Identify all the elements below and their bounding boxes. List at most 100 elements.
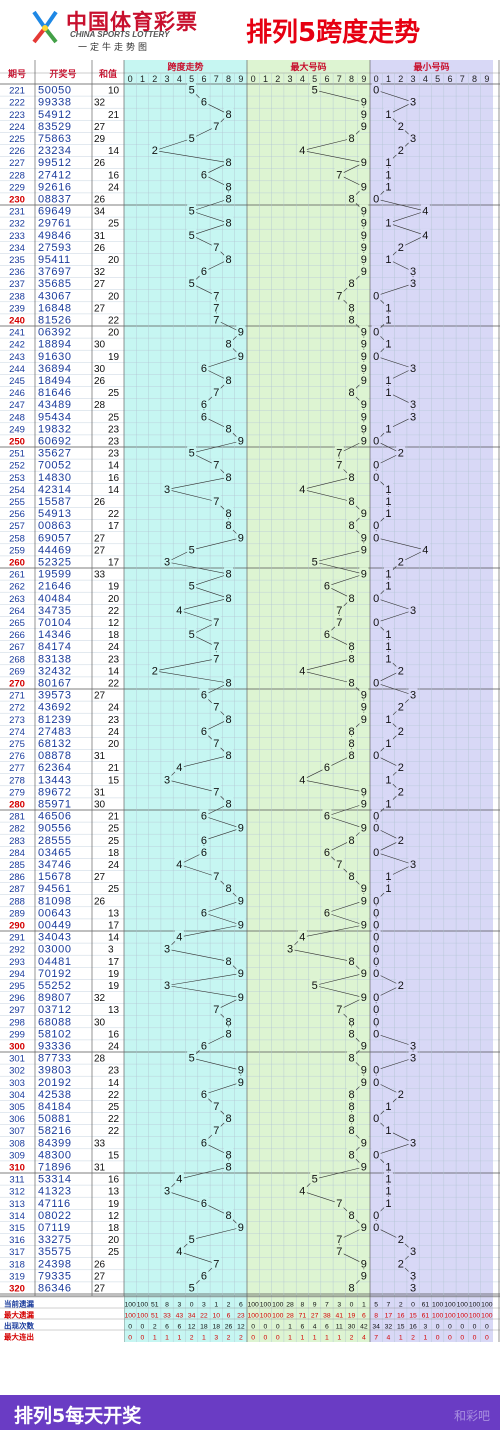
max-point-bg [359,712,369,724]
min-stat-value: 100 [469,1313,481,1320]
min-stat-value: 61 [422,1302,430,1309]
span-point-bg [236,531,246,543]
min-point-bg [408,277,418,289]
span-digit-header: 5 [189,74,194,84]
period-label: 277 [9,763,25,774]
min-trend-line [376,1033,414,1047]
max-trend-line [314,1166,364,1180]
sum-value: 27 [94,122,106,133]
span-point: 9 [238,1222,244,1234]
span-point: 8 [225,181,231,193]
max-point-bg [359,918,369,930]
draw-number: 13443 [38,774,72,786]
draw-number: 84399 [38,1137,72,1149]
min-point-bg [371,1148,381,1160]
min-point: 3 [410,411,416,423]
sum-value: 23 [108,1066,120,1077]
span-trend-line [191,198,229,212]
span-point: 6 [201,97,207,109]
span-point-bg [162,942,172,954]
max-point: 9 [361,97,367,109]
span-stat-value: 10 [212,1313,220,1320]
span-stat-value: 0 [141,1335,145,1342]
span-trend-line [191,440,241,454]
min-point-bg [371,458,381,470]
period-label: 315 [9,1223,25,1234]
span-point-bg [236,991,246,1003]
max-stat-value: 1 [325,1335,329,1342]
max-point-bg [347,132,357,143]
period-label: 304 [9,1090,25,1101]
span-point-bg [224,253,234,264]
span-point-bg [236,821,246,833]
draw-number: 15678 [38,871,72,883]
max-stat-value: 4 [313,1324,317,1331]
min-point: 0 [373,1065,379,1077]
max-trend-line [314,561,364,575]
max-point-bg [310,1172,320,1184]
span-point: 6 [201,1137,207,1149]
draw-number: 83138 [38,653,72,665]
min-stat-value: 5 [374,1302,378,1309]
max-point: 9 [361,883,367,895]
min-point: 2 [398,980,404,992]
min-stat-value: 0 [460,1335,464,1342]
max-point-bg [347,313,357,325]
max-point: 9 [361,786,367,798]
min-stat-value: 2 [411,1335,415,1342]
span-point-bg [187,132,197,143]
span-point-bg [236,1221,246,1232]
span-point-bg [199,1269,209,1281]
min-point: 1 [385,1198,391,1210]
draw-number: 03000 [38,944,72,956]
max-point-bg [359,797,369,809]
span-point-bg [236,434,246,446]
period-label: 266 [9,630,25,641]
max-point: 9 [361,327,367,339]
span-trend-line [191,573,229,587]
max-stat-value: 100 [272,1302,284,1309]
draw-number: 15587 [38,496,72,508]
span-trend-line [203,827,241,841]
min-point: 3 [410,266,416,278]
sum-value: 26 [94,243,106,254]
max-point: 8 [348,1125,354,1137]
max-point: 6 [324,762,330,774]
span-stat-value: 3 [177,1302,181,1309]
max-trend-line [302,779,364,793]
draw-number: 42538 [38,1089,72,1101]
span-trend-line [179,1251,217,1265]
draw-number: 00863 [38,520,72,532]
sum-value: 25 [108,388,120,399]
span-trend-line [166,948,229,962]
span-digit-header: 1 [140,74,145,84]
span-point-bg [174,1245,184,1257]
min-point: 1 [385,181,391,193]
sum-value: 21 [108,763,120,774]
min-stat-value: 61 [422,1313,430,1320]
draw-number: 34043 [38,932,72,944]
draw-number: 80167 [38,678,72,690]
max-stat-value: 1 [362,1302,366,1309]
draw-number: 40484 [38,593,72,605]
min-point-bg [396,555,406,567]
sum-value: 13 [108,908,120,919]
span-point: 8 [225,714,231,726]
max-point-bg [334,858,344,869]
sum-value: 24 [108,703,120,714]
sum-value: 14 [108,1078,120,1089]
min-point: 3 [410,399,416,411]
min-point-bg [383,374,393,385]
span-stat-value: 100 [124,1313,136,1320]
max-point-bg [359,1039,369,1051]
max-point: 8 [348,835,354,847]
max-point: 9 [361,109,367,121]
period-label: 233 [9,231,25,242]
max-point: 7 [336,859,342,871]
sum-value: 22 [108,509,120,520]
max-point: 8 [348,302,354,314]
span-point: 3 [164,1186,170,1198]
min-point-bg [371,991,381,1003]
min-point: 0 [373,750,379,762]
span-point: 8 [225,956,231,968]
